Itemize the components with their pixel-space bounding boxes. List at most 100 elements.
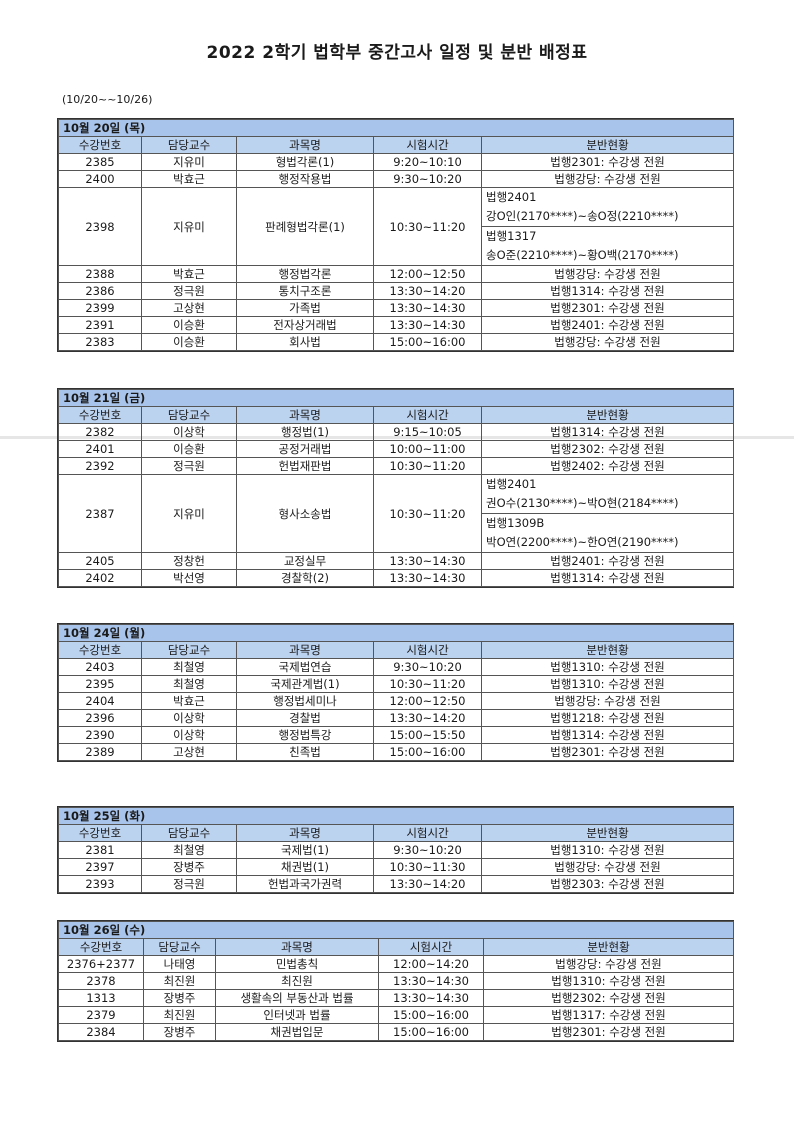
cell-subject: 행정법세미나 [236,692,374,710]
table-row: 2399 고상현 가족법 13:30~14:30 법행2301: 수강생 전원 [58,299,734,317]
cell-no: 2392 [58,457,142,475]
table-row: 2390 이상학 행정법특강 15:00~15:50 법행1314: 수강생 전원 [58,726,734,744]
cell-no: 2386 [58,282,142,300]
column-header-no: 수강번호 [58,406,142,424]
cell-no: 2404 [58,692,142,710]
column-header-time: 시험시간 [373,824,482,842]
table-row: 2395 최철영 국제관계법(1) 10:30~11:20 법행1310: 수강생 전원 [58,675,734,693]
column-header-room: 분반현황 [483,938,734,956]
split-room: 법행2401 [486,190,537,204]
split-room: 법행1309B [486,516,545,530]
cell-prof: 장병주 [143,989,216,1007]
cell-room: 법행2401: 수강생 전원 [481,316,734,334]
day-table: 10월 25일 (화) 수강번호 담당교수 과목명 시험시간 분반현황 2381 최철영 국제법… [57,806,734,894]
cell-prof: 박선영 [141,569,237,587]
column-header-time: 시험시간 [373,406,482,424]
cell-prof: 정창헌 [141,552,237,570]
split-range: 강O인(2170****)~송O정(2210****) [486,209,679,223]
column-header-prof: 담당교수 [141,824,237,842]
cell-time: 13:30~14:20 [373,282,482,300]
cell-no: 2402 [58,569,142,587]
table-row: 2401 이승환 공정거래법 10:00~11:00 법행2302: 수강생 전원 [58,440,734,458]
cell-subject: 형법각론(1) [236,153,374,171]
document-title: 2022 2학기 법학부 중간고사 일정 및 분반 배정표 [206,43,588,63]
cell-subject: 경찰법 [236,709,374,727]
cell-room: 법행2401: 수강생 전원 [481,552,734,570]
cell-room-split: 법행2401 권O수(2130****)~박O현(2184****) [481,474,734,514]
cell-time: 15:00~15:50 [373,726,482,744]
cell-room: 법행1310: 수강생 전원 [481,658,734,676]
split-range: 송O준(2210****)~황O백(2170****) [486,248,679,262]
day-table: 10월 24일 (월) 수강번호 담당교수 과목명 시험시간 분반현황 2403 최철영 국제법… [57,623,734,762]
cell-subject: 행정작용법 [236,170,374,188]
cell-prof: 정극원 [141,875,237,893]
cell-time: 13:30~14:20 [373,875,482,893]
day-label: 10월 26일 (수) [58,921,734,939]
cell-prof: 이승환 [141,333,237,351]
column-header-room: 분반현황 [481,136,734,154]
cell-room: 법행강당: 수강생 전원 [483,955,734,973]
cell-time: 15:00~16:00 [373,333,482,351]
cell-room: 법행2402: 수강생 전원 [481,457,734,475]
table-row: 2387 지유미 형사소송법 10:30~11:20 법행2401 권O수(2130***… [58,474,734,553]
cell-room: 법행강당: 수강생 전원 [481,692,734,710]
cell-prof: 이상학 [141,423,237,441]
cell-room: 법행2302: 수강생 전원 [481,440,734,458]
cell-prof: 장병주 [141,858,237,876]
cell-prof: 정극원 [141,457,237,475]
cell-no: 2388 [58,265,142,283]
column-header-prof: 담당교수 [141,641,237,659]
cell-subject: 최진원 [215,972,379,990]
cell-no: 2382 [58,423,142,441]
cell-subject: 전자상거래법 [236,316,374,334]
table-row: 2393 정극원 헌법과국가권력 13:30~14:20 법행2303: 수강생 전원 [58,875,734,893]
cell-subject: 채권법(1) [236,858,374,876]
split-range: 권O수(2130****)~박O현(2184****) [486,496,679,510]
cell-subject: 통치구조론 [236,282,374,300]
column-header-no: 수강번호 [58,938,144,956]
cell-prof: 고상현 [141,743,237,761]
cell-prof: 나태영 [143,955,216,973]
table-row: 2388 박효근 행정법각론 12:00~12:50 법행강당: 수강생 전원 [58,265,734,283]
table-row: 2403 최철영 국제법연습 9:30~10:20 법행1310: 수강생 전원 [58,658,734,676]
cell-no: 2387 [58,474,142,553]
cell-subject: 행정법특강 [236,726,374,744]
cell-no: 2384 [58,1023,144,1041]
split-room: 법행1317 [486,229,537,243]
cell-room: 법행강당: 수강생 전원 [481,265,734,283]
table-row: 1313 장병주 생활속의 부동산과 법률 13:30~14:30 법행2302: 수강… [58,989,734,1007]
cell-time: 13:30~14:30 [373,316,482,334]
cell-prof: 최철영 [141,658,237,676]
cell-time: 9:30~10:20 [373,658,482,676]
cell-prof: 최철영 [141,841,237,859]
cell-subject: 친족법 [236,743,374,761]
cell-no: 2397 [58,858,142,876]
table-row: 2392 정극원 헌법재판법 10:30~11:20 법행2402: 수강생 전원 [58,457,734,475]
table-row: 2404 박효근 행정법세미나 12:00~12:50 법행강당: 수강생 전원 [58,692,734,710]
cell-time: 9:20~10:10 [373,153,482,171]
cell-room: 법행1310: 수강생 전원 [481,841,734,859]
table-row: 2381 최철영 국제법(1) 9:30~10:20 법행1310: 수강생 전원 [58,841,734,859]
cell-time: 15:00~16:00 [373,743,482,761]
cell-room-split: 법행2401 강O인(2170****)~송O정(2210****) [481,187,734,227]
table-row: 2397 장병주 채권법(1) 10:30~11:30 법행강당: 수강생 전원 [58,858,734,876]
cell-subject: 인터넷과 법률 [215,1006,379,1024]
date-range: (10/20~~10/26) [62,93,153,106]
cell-no: 2379 [58,1006,144,1024]
cell-subject: 공정거래법 [236,440,374,458]
cell-time: 9:15~10:05 [373,423,482,441]
cell-subject: 경찰학(2) [236,569,374,587]
cell-subject: 민법총칙 [215,955,379,973]
cell-prof: 고상현 [141,299,237,317]
cell-time: 15:00~16:00 [378,1006,484,1024]
column-header-subject: 과목명 [236,406,374,424]
cell-room: 법행2301: 수강생 전원 [481,299,734,317]
cell-subject: 교정실무 [236,552,374,570]
cell-no: 2390 [58,726,142,744]
column-header-subject: 과목명 [236,136,374,154]
column-header-time: 시험시간 [373,641,482,659]
cell-subject: 행정법각론 [236,265,374,283]
table-row: 2379 최진원 인터넷과 법률 15:00~16:00 법행1317: 수강생 전원 [58,1006,734,1024]
cell-room: 법행1314: 수강생 전원 [481,282,734,300]
cell-time: 13:30~14:30 [378,972,484,990]
